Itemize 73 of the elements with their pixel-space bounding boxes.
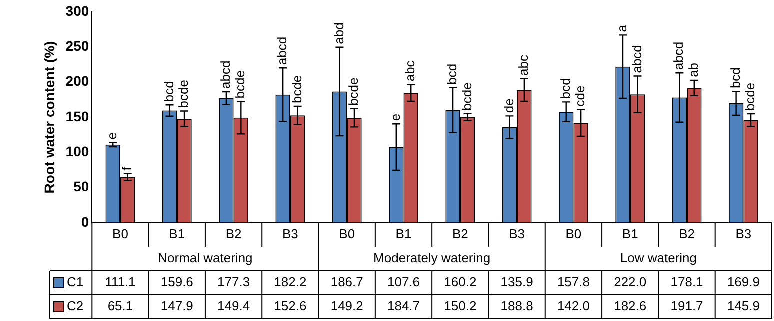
annotation: bcd xyxy=(728,68,743,89)
data-label: 145.9 xyxy=(727,298,760,314)
legend-label: C2 xyxy=(67,298,84,314)
annotation: f xyxy=(119,166,134,171)
data-label: 178.1 xyxy=(670,274,704,290)
x-tick-label: B1 xyxy=(169,226,186,242)
annotation: abcd xyxy=(671,42,686,70)
data-label: 182.6 xyxy=(614,298,647,314)
annotation: bcde xyxy=(459,82,474,111)
annotation: abc xyxy=(402,60,418,82)
data-label: 135.9 xyxy=(500,274,534,290)
annotation: cde xyxy=(572,86,588,107)
text: Moderately watering xyxy=(374,250,491,266)
data-label: 150.2 xyxy=(444,298,477,314)
text: Low watering xyxy=(620,250,697,266)
x-tick-label: B1 xyxy=(396,226,412,242)
y-tick-label: 300 xyxy=(66,2,90,19)
legend-label: C1 xyxy=(67,274,84,290)
annotation: abcd xyxy=(629,45,644,74)
data-label: 191.7 xyxy=(670,298,704,314)
y-axis-title: Root water content (%) xyxy=(41,41,58,194)
x-tick-label: B2 xyxy=(452,226,468,242)
annotation: abc xyxy=(516,54,532,76)
annotation: e xyxy=(104,132,120,140)
annotation: bcde xyxy=(289,75,304,104)
annotation: bcd xyxy=(161,81,176,102)
data-label: 159.6 xyxy=(160,274,194,290)
data-label: 188.8 xyxy=(500,298,534,314)
data-label: 111.1 xyxy=(105,274,136,290)
data-label: 107.6 xyxy=(387,274,420,290)
data-label: 152.6 xyxy=(274,298,307,314)
annotation: bcde xyxy=(232,70,248,99)
x-tick-label: B3 xyxy=(282,226,298,242)
data-label: 184.7 xyxy=(387,298,420,314)
x-tick-label: B0 xyxy=(566,226,582,242)
x-tick-label: B2 xyxy=(226,226,242,242)
x-tick-label: B1 xyxy=(622,226,638,242)
annotation: bcde xyxy=(176,80,192,108)
x-tick-label: B0 xyxy=(112,226,128,242)
annotation: bcd xyxy=(558,78,573,100)
annotation: abcd xyxy=(218,60,234,89)
y-tick-label: 250 xyxy=(66,38,90,54)
annotation: e xyxy=(388,114,403,122)
annotation: abcd xyxy=(274,36,290,66)
annotation: abd xyxy=(331,22,346,44)
data-label: 186.7 xyxy=(330,274,364,290)
y-tick-label: 50 xyxy=(74,178,90,195)
annotation: bcde xyxy=(346,78,362,106)
x-tick-label: B0 xyxy=(339,226,356,242)
data-label: 149.4 xyxy=(218,298,250,314)
annotation: bcde xyxy=(742,82,758,112)
annotation: bcd xyxy=(444,64,460,85)
annotation: de xyxy=(501,98,516,114)
y-tick-label: 0 xyxy=(81,214,90,230)
data-label: 222.0 xyxy=(614,274,647,290)
x-tick-label: B2 xyxy=(679,226,695,242)
data-label: 177.3 xyxy=(218,274,250,290)
data-label: 169.9 xyxy=(727,274,760,290)
data-label: 157.8 xyxy=(557,274,590,290)
data-label: 142.0 xyxy=(557,298,590,314)
data-label: 182.2 xyxy=(274,274,307,290)
data-label: 65.1 xyxy=(108,298,134,314)
y-tick-label: 100 xyxy=(66,144,90,160)
x-tick-label: B3 xyxy=(509,226,526,242)
data-label: 160.2 xyxy=(444,274,477,290)
x-tick-label: B3 xyxy=(736,226,752,242)
data-label: 149.2 xyxy=(330,298,364,314)
y-tick-label: 150 xyxy=(66,108,90,124)
annotation: ab xyxy=(686,62,701,78)
data-label: 147.9 xyxy=(160,298,194,314)
y-tick-label: 200 xyxy=(66,73,90,90)
text: Normal watering xyxy=(158,250,253,266)
annotation: a xyxy=(614,24,630,32)
